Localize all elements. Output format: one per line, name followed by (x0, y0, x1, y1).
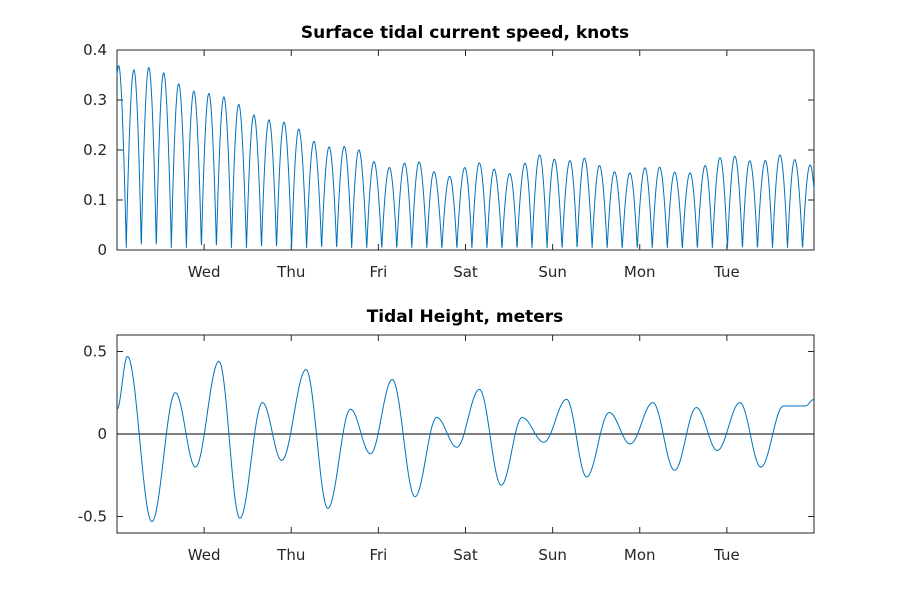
y-axis: 0 0.1 0.2 0.3 0.4 (83, 41, 814, 259)
chart-title: Tidal Height, meters (367, 307, 564, 327)
x-tick-label: Thu (276, 263, 305, 281)
series-line (116, 65, 815, 248)
x-tick-label: Sun (538, 546, 567, 564)
x-tick-label: Mon (624, 263, 656, 281)
y-tick-label: -0.5 (78, 508, 107, 526)
y-tick-label: 0.4 (83, 41, 107, 59)
y-tick-label: 0 (97, 241, 107, 259)
x-tick-label: Wed (188, 263, 221, 281)
plot-area (116, 49, 815, 251)
x-tick-label: Fri (369, 546, 387, 564)
x-tick-label: Sun (538, 263, 567, 281)
y-tick-label: 0.2 (83, 141, 107, 159)
y-tick-label: 0 (97, 425, 107, 443)
y-tick-label: 0.3 (83, 91, 107, 109)
y-axis: -0.5 0 0.5 (78, 343, 814, 526)
x-tick-label: Thu (276, 546, 305, 564)
x-axis: Wed Thu Fri Sat Sun Mon Tue (188, 50, 740, 281)
chart-title: Surface tidal current speed, knots (301, 23, 629, 43)
y-tick-label: 0.1 (83, 191, 107, 209)
x-tick-label: Sat (453, 546, 478, 564)
current-speed-chart: Surface tidal current speed, knots 00.10… (83, 23, 815, 281)
x-tick-label: Mon (624, 546, 656, 564)
tidal-height-chart: Tidal Height, meters -0.5 0 0.5 Wed Thu Fri S… (78, 307, 815, 564)
x-tick-label: Fri (369, 263, 387, 281)
x-tick-label: Sat (453, 263, 478, 281)
x-tick-label: Wed (188, 546, 221, 564)
y-tick-label: 0.5 (83, 343, 107, 361)
x-axis: Wed Thu Fri Sat Sun Mon Tue (188, 335, 740, 564)
series-line (116, 355, 815, 522)
x-tick-label: Tue (713, 546, 740, 564)
x-tick-label: Tue (713, 263, 740, 281)
